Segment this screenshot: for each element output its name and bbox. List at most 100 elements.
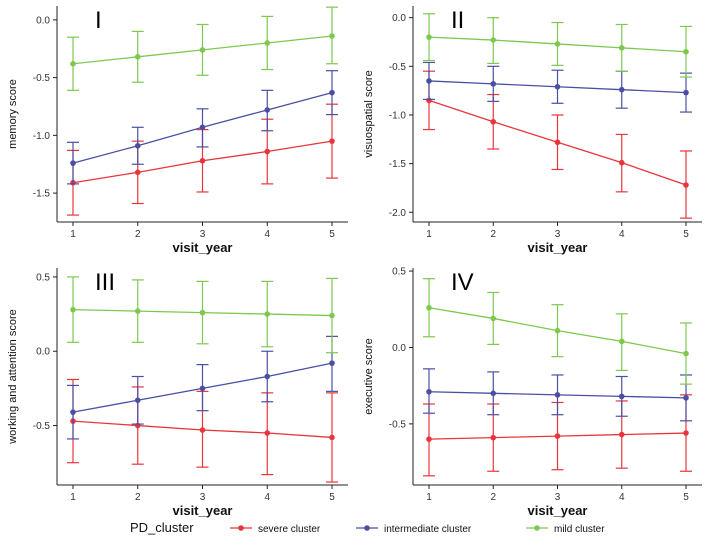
x-axis-title: visit_year: [528, 503, 588, 518]
data-point: [618, 431, 625, 438]
data-point: [329, 138, 335, 144]
y-axis-title: visuospatial score: [363, 70, 375, 157]
data-point: [554, 433, 561, 439]
x-tick-label: 3: [200, 492, 206, 503]
data-point: [199, 124, 206, 131]
x-tick-label: 5: [683, 492, 689, 503]
data-point: [426, 436, 432, 442]
y-tick-label: 0.0: [392, 13, 406, 24]
x-tick-label: 5: [329, 492, 335, 503]
x-tick-label: 4: [619, 229, 625, 240]
data-point: [199, 157, 206, 164]
data-point: [426, 388, 432, 395]
data-point: [554, 83, 561, 90]
data-point: [618, 159, 625, 166]
x-tick-label: 2: [135, 229, 141, 240]
data-point: [199, 427, 206, 433]
panel-label: II: [451, 7, 464, 34]
data-point: [683, 89, 689, 96]
data-point: [683, 182, 689, 188]
legend-swatch-dot: [238, 525, 244, 531]
x-tick-label: 2: [490, 229, 496, 240]
x-tick-label: 3: [555, 229, 561, 240]
y-tick-label: -0.5: [389, 62, 407, 73]
panel-label: IV: [451, 269, 474, 296]
y-tick-label: -1.5: [389, 159, 407, 170]
x-tick-label: 3: [200, 229, 206, 240]
series-mild-cluster: [67, 6, 338, 91]
data-point: [329, 33, 335, 39]
data-point: [134, 308, 141, 314]
data-point: [329, 312, 335, 319]
data-point: [426, 34, 432, 40]
legend-title: PD_cluster: [130, 520, 194, 535]
data-point: [490, 37, 497, 43]
y-tick-label: -0.5: [33, 73, 51, 84]
legend-label: mild cluster: [554, 524, 605, 535]
x-tick-label: 2: [490, 492, 496, 503]
data-point: [329, 360, 335, 366]
x-tick-label: 2: [135, 492, 141, 503]
data-point: [70, 409, 76, 415]
data-point: [264, 40, 271, 46]
data-point: [618, 45, 625, 51]
x-axis-title: visit_year: [173, 240, 233, 255]
data-point: [264, 373, 271, 380]
series-severe-cluster: [67, 378, 338, 483]
x-tick-label: 5: [683, 229, 689, 240]
x-tick-label: 4: [264, 229, 270, 240]
legend-item: intermediate cluster: [356, 524, 472, 535]
series-intermediate-cluster: [67, 70, 338, 185]
data-point: [490, 390, 497, 397]
data-point: [554, 392, 561, 398]
data-point: [426, 78, 432, 84]
data-point: [264, 107, 271, 113]
data-point: [134, 142, 141, 149]
series-mild-cluster: [423, 13, 692, 78]
y-tick-label: 0.5: [392, 267, 406, 278]
y-tick-label: 0.5: [36, 272, 50, 283]
data-point: [490, 81, 497, 87]
data-point: [490, 434, 497, 441]
legend-swatch-dot: [364, 525, 370, 531]
data-point: [329, 89, 335, 96]
legend-label: intermediate cluster: [384, 524, 472, 535]
data-point: [554, 139, 561, 146]
x-tick-label: 4: [619, 492, 625, 503]
series-intermediate-cluster: [67, 335, 338, 440]
data-point: [329, 434, 335, 441]
x-tick-label: 1: [426, 492, 432, 503]
legend: PD_cluster severe cluster intermediate clu…: [130, 520, 605, 535]
series-intermediate-cluster: [423, 368, 692, 422]
x-tick-label: 4: [264, 492, 270, 503]
data-point: [264, 148, 271, 155]
series-intermediate-cluster: [423, 61, 692, 113]
legend-item: severe cluster: [230, 524, 321, 535]
data-point: [70, 306, 76, 313]
data-point: [490, 118, 497, 125]
data-point: [134, 54, 141, 60]
y-tick-label: -0.5: [389, 419, 407, 430]
data-point: [134, 397, 141, 404]
series-severe-cluster: [423, 70, 692, 219]
chart-panel-3: 0.5 0.0 -0.5 1 2 3 4 5 visit_year working and att…: [7, 268, 348, 518]
data-point: [683, 430, 689, 436]
data-point: [554, 41, 561, 47]
y-tick-label: -2.0: [389, 208, 407, 219]
legend-swatch-dot: [534, 525, 540, 531]
data-point: [134, 169, 141, 176]
panel-label: I: [95, 7, 102, 34]
data-point: [683, 395, 689, 401]
x-tick-label: 5: [329, 229, 335, 240]
panel-label: III: [95, 269, 115, 296]
data-point: [554, 327, 561, 334]
legend-label: severe cluster: [258, 524, 321, 535]
x-axis-title: visit_year: [173, 503, 233, 518]
y-tick-label: 0.0: [392, 343, 406, 354]
data-point: [683, 350, 689, 357]
series-mild-cluster: [67, 276, 338, 354]
y-tick-label: -1.0: [389, 110, 407, 121]
data-point: [264, 311, 271, 317]
x-tick-label: 1: [70, 229, 76, 240]
